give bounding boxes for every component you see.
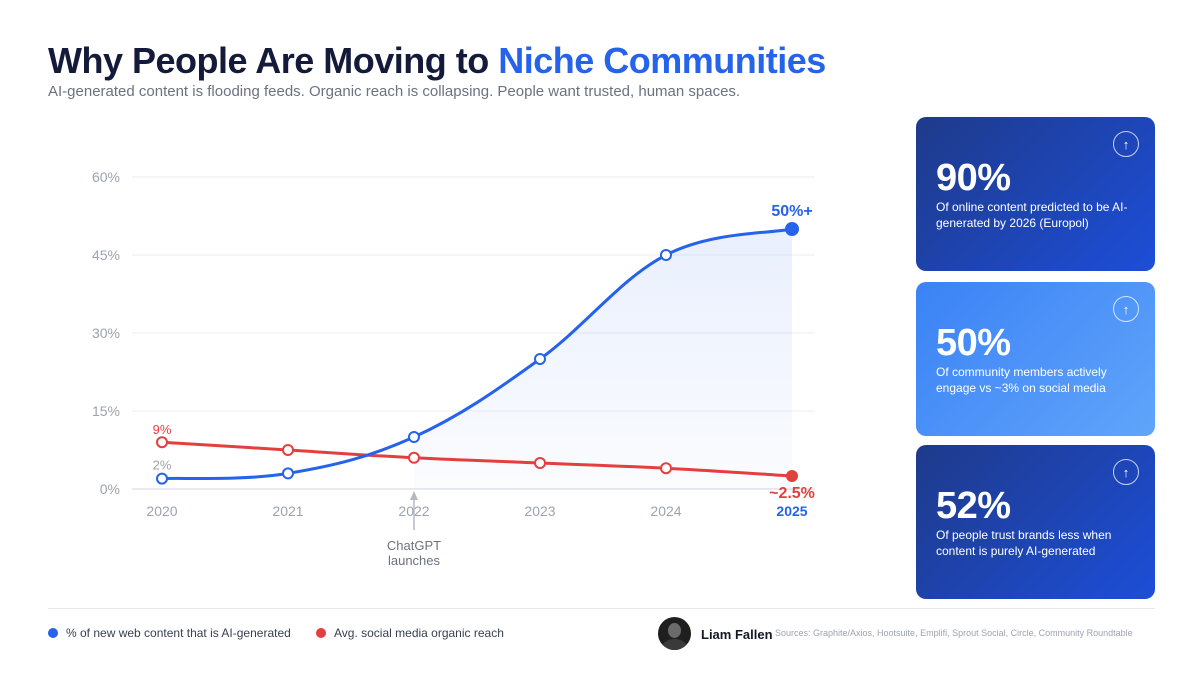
data-point-ai-content — [282, 467, 294, 480]
legend-item-ai-content: % of new web content that is AI-generate… — [48, 626, 291, 640]
arrow-up-icon[interactable]: ↑ — [1113, 459, 1139, 485]
data-point-ai-content — [785, 222, 799, 236]
stat-description: Of people trust brands less when content… — [936, 528, 1112, 558]
event-label: launches — [388, 553, 441, 568]
page-title: Why People Are Moving to Niche Communiti… — [48, 40, 826, 82]
data-point-ai-content — [156, 472, 168, 485]
data-point-ai-content — [660, 249, 672, 261]
stat-card-ai-content: ↑ 90% Of online content predicted to be … — [916, 117, 1155, 271]
stat-description: Of community members actively engage vs … — [936, 365, 1107, 395]
data-point-organic-reach — [786, 470, 798, 482]
stat-card-community-engagement: ↑ 50% Of community members actively enga… — [916, 282, 1155, 436]
data-label-red-start: 9% — [153, 422, 172, 437]
data-point-organic-reach — [282, 444, 294, 456]
legend-label: Avg. social media organic reach — [334, 626, 504, 640]
y-tick-label: 0% — [100, 481, 120, 497]
y-tick-label: 15% — [92, 403, 120, 419]
x-tick-label: 2023 — [524, 503, 555, 519]
legend-label: % of new web content that is AI-generate… — [66, 626, 291, 640]
ai-content-area — [414, 229, 792, 489]
x-tick-label: 2025 — [776, 503, 807, 519]
y-tick-label: 30% — [92, 325, 120, 341]
data-point-organic-reach — [156, 436, 168, 449]
data-point-organic-reach — [408, 451, 420, 464]
data-point-organic-reach — [534, 457, 546, 469]
data-point-organic-reach — [660, 462, 672, 475]
x-tick-label: 2024 — [650, 503, 681, 519]
x-tick-label: 2020 — [146, 503, 177, 519]
data-label-blue-start: 2% — [153, 458, 172, 473]
arrow-up-icon[interactable]: ↑ — [1113, 131, 1139, 157]
legend-item-organic-reach: Avg. social media organic reach — [316, 626, 504, 640]
author-avatar — [658, 617, 691, 650]
stat-value: 90% — [936, 157, 1011, 199]
y-tick-label: 60% — [92, 169, 120, 185]
sources-note: Sources: Graphite/Axios, Hootsuite, Empl… — [775, 628, 1133, 638]
data-point-ai-content — [534, 353, 546, 365]
footer-divider — [48, 608, 1155, 609]
data-label-red-end: ~2.5% — [769, 485, 815, 502]
page-subtitle: AI-generated content is flooding feeds. … — [48, 83, 741, 100]
event-marker-arrow — [410, 491, 418, 500]
data-label-blue-end: 50%+ — [771, 203, 812, 220]
stat-description: Of online content predicted to be AI-gen… — [936, 200, 1128, 230]
legend-dot-blue — [48, 628, 58, 638]
title-main: Why People Are Moving to — [48, 40, 499, 81]
x-tick-label: 2021 — [272, 503, 303, 519]
series-line-organic-reach — [161, 440, 793, 478]
stat-value: 52% — [936, 485, 1011, 527]
title-highlight: Niche Communities — [498, 40, 826, 81]
line-chart: 60%45%30%15%0%2020 2021 2022 2023 2024 20259%… — [92, 169, 815, 568]
series-line-ai-content — [161, 227, 793, 481]
author-name: Liam Fallen — [701, 627, 773, 642]
event-label: ChatGPT — [387, 538, 441, 553]
stat-value: 50% — [936, 322, 1011, 364]
stat-card-brand-trust: ↑ 52% Of people trust brands less when c… — [916, 445, 1155, 599]
arrow-up-icon[interactable]: ↑ — [1113, 296, 1139, 322]
legend-dot-red — [316, 628, 326, 638]
y-tick-label: 45% — [92, 247, 120, 263]
data-point-ai-content — [408, 431, 420, 443]
